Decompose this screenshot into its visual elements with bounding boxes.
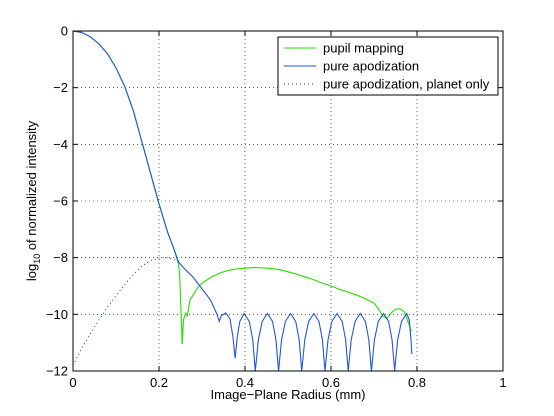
x-tick-label: 0.4 — [236, 375, 254, 390]
y-tick-label: 0 — [61, 24, 68, 39]
y-tick-labels: 0 −2 −4 −6 −8 −10 −12 — [46, 24, 68, 379]
legend: pupil mapping pure apodization pure apodiz… — [277, 36, 499, 96]
y-tick-label: −4 — [53, 137, 68, 152]
legend-label: pupil mapping — [323, 41, 404, 56]
legend-label: pure apodization, planet only — [323, 77, 490, 92]
y-tick-label: −6 — [53, 194, 68, 209]
x-tick-label: 1 — [499, 375, 506, 390]
x-axis-label: Image−Plane Radius (mm) — [211, 387, 366, 402]
x-tick-label: 0 — [69, 375, 76, 390]
series-line-2 — [73, 257, 181, 366]
axis-ticks — [72, 30, 504, 372]
y-tick-label: −10 — [46, 307, 68, 322]
x-tick-label: 0.6 — [322, 375, 340, 390]
y-axis-label-prefix: log — [24, 264, 39, 281]
legend-label: pure apodization — [323, 59, 419, 74]
series-line-1 — [73, 31, 413, 371]
y-axis-label-subscript: 10 — [32, 254, 42, 264]
y-tick-label: −8 — [53, 250, 68, 265]
y-axis-label-rest: of normalized intensity — [24, 120, 39, 253]
y-axis-label: log10 of normalized intensity — [24, 120, 42, 281]
y-tick-label: −2 — [53, 80, 68, 95]
legend-entries: pupil mapping pure apodization pure apodiz… — [284, 41, 490, 92]
y-tick-label: −12 — [46, 364, 68, 379]
x-tick-label: 0.8 — [408, 375, 426, 390]
x-tick-label: 0.2 — [150, 375, 168, 390]
x-tick-labels: 0 0.2 0.4 0.6 0.8 1 — [69, 375, 506, 390]
plot-series — [73, 31, 413, 371]
